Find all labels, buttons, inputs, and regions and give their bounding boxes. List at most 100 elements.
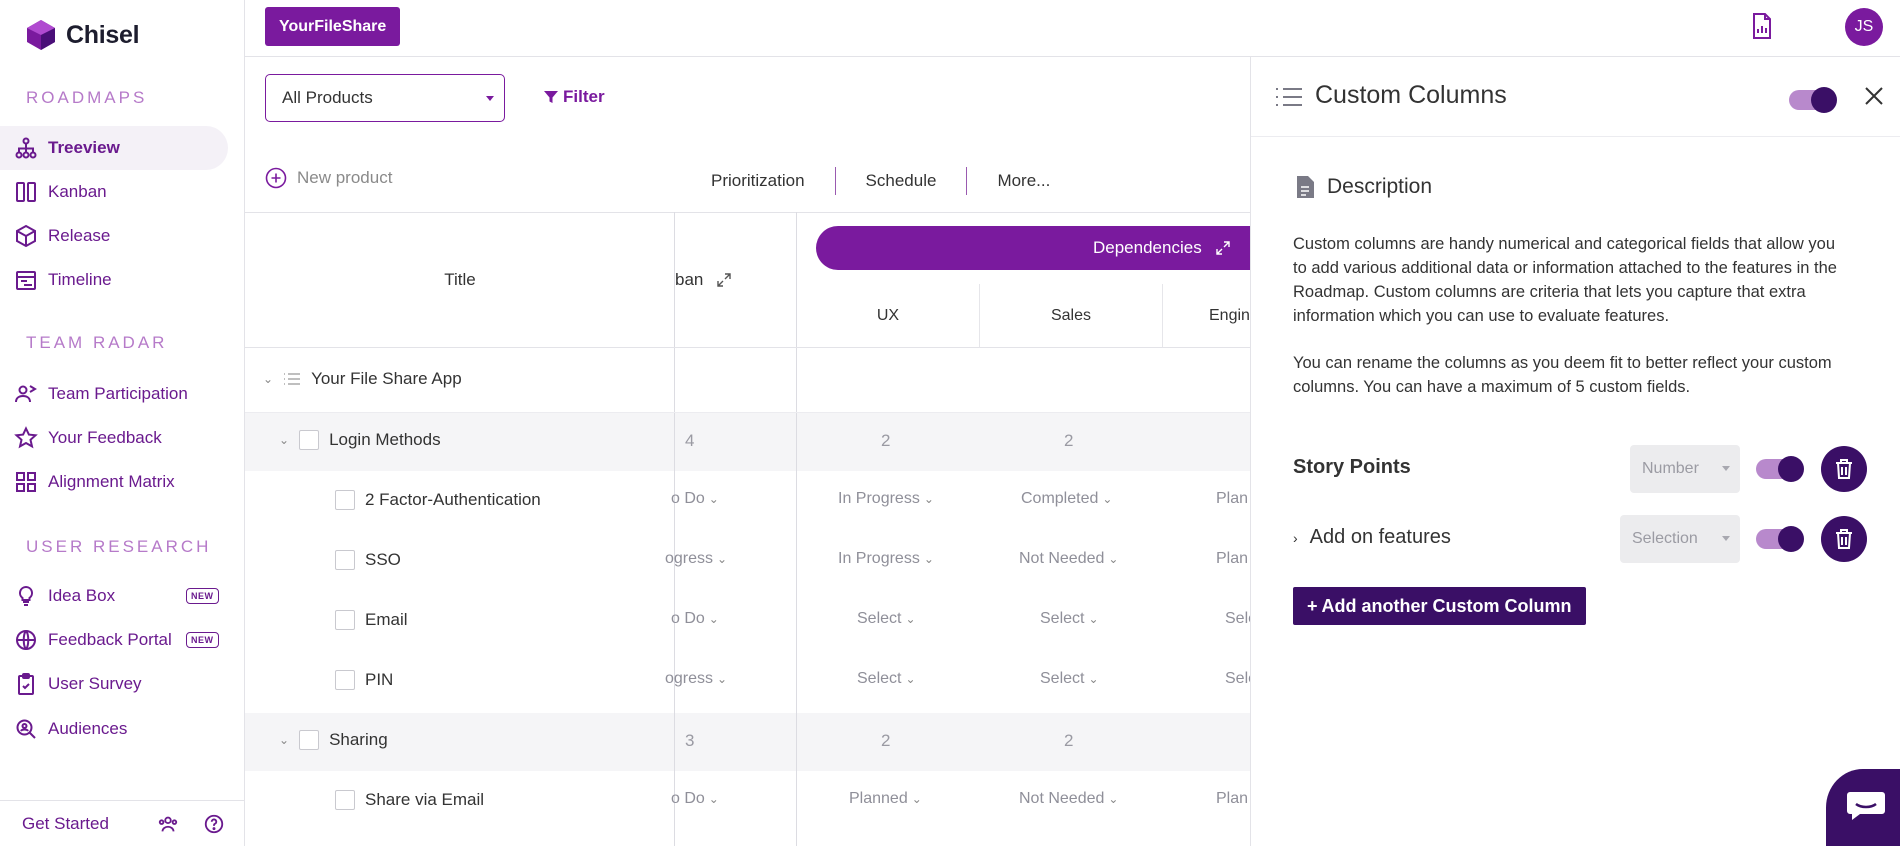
title-column: Title bbox=[245, 212, 675, 846]
sidebar-item-label: Your Feedback bbox=[48, 428, 162, 447]
row-checkbox[interactable] bbox=[335, 550, 355, 570]
chevron-down-icon: ⌄ bbox=[1108, 552, 1119, 566]
sales-status-select[interactable]: Select ⌄ bbox=[1040, 610, 1099, 628]
eng-status-select[interactable]: Plan bbox=[1216, 790, 1248, 808]
row-title[interactable]: Share via Email bbox=[335, 790, 484, 810]
sidebar-item-release[interactable]: Release bbox=[0, 214, 228, 258]
sidebar-item-treeview[interactable]: Treeview bbox=[0, 126, 228, 170]
sidebar-item-idea-box[interactable]: Idea Box NEW bbox=[0, 574, 228, 618]
get-started-link[interactable]: Get Started bbox=[22, 813, 109, 833]
chevron-down-icon[interactable]: ⌄ bbox=[279, 733, 290, 747]
row-checkbox[interactable] bbox=[335, 790, 355, 810]
tab-schedule[interactable]: Schedule bbox=[836, 167, 968, 195]
chevron-down-icon: ⌄ bbox=[1108, 792, 1119, 806]
row-checkbox[interactable] bbox=[299, 730, 320, 750]
status-value: Sele bbox=[1225, 610, 1250, 627]
field-type-value: Number bbox=[1642, 460, 1699, 477]
table-row: Share via Email o Do ⌄ Planned ⌄ Not Neede… bbox=[245, 771, 1250, 831]
tab-prioritization[interactable]: Prioritization bbox=[711, 167, 836, 195]
sidebar-item-alignment-matrix[interactable]: Alignment Matrix bbox=[0, 460, 228, 504]
app-logo[interactable]: Chisel bbox=[24, 18, 140, 52]
row-checkbox[interactable] bbox=[299, 430, 320, 450]
document-icon bbox=[1297, 176, 1314, 198]
row-title-text: Sharing bbox=[329, 730, 388, 749]
row-checkbox[interactable] bbox=[335, 490, 355, 510]
row-checkbox[interactable] bbox=[335, 610, 355, 630]
help-icon[interactable] bbox=[203, 813, 225, 835]
sidebar-item-your-feedback[interactable]: Your Feedback bbox=[0, 416, 228, 460]
new-product-button[interactable]: New product bbox=[265, 167, 392, 189]
row-title[interactable]: ⌄ Sharing bbox=[279, 730, 388, 750]
eng-status-select[interactable]: Sele bbox=[1225, 670, 1250, 688]
chevron-right-icon[interactable]: › bbox=[1293, 529, 1298, 546]
ux-status-select[interactable]: In Progress ⌄ bbox=[838, 490, 934, 508]
eng-status-select[interactable]: Plan bbox=[1216, 550, 1248, 568]
report-icon[interactable] bbox=[1750, 12, 1774, 40]
sidebar-item-team-participation[interactable]: Team Participation bbox=[0, 372, 228, 416]
delete-field-button[interactable] bbox=[1821, 516, 1867, 562]
sidebar-item-timeline[interactable]: Timeline bbox=[0, 258, 228, 302]
chevron-down-icon[interactable]: ⌄ bbox=[263, 372, 274, 386]
row-checkbox[interactable] bbox=[335, 670, 355, 690]
kanban-status-select[interactable]: ogress ⌄ bbox=[665, 550, 727, 568]
kanban-status-select[interactable]: ogress ⌄ bbox=[665, 670, 727, 688]
chisel-logo-icon bbox=[27, 20, 55, 50]
chevron-down-icon[interactable]: ⌄ bbox=[279, 433, 290, 447]
eng-status-select[interactable]: Sele bbox=[1225, 610, 1250, 628]
column-header-engineering[interactable]: Engin bbox=[1163, 284, 1250, 348]
row-title[interactable]: ⌄ Your File Share App bbox=[263, 369, 462, 389]
eng-status-select[interactable]: Plan bbox=[1216, 490, 1248, 508]
tab-more[interactable]: More... bbox=[997, 171, 1051, 190]
field-type-select[interactable]: Selection bbox=[1620, 515, 1740, 563]
field-name[interactable]: › Add on features bbox=[1293, 526, 1451, 549]
chevron-down-icon: ⌄ bbox=[923, 492, 934, 506]
row-title[interactable]: 2 Factor-Authentication bbox=[335, 490, 541, 510]
column-header-title[interactable]: Title bbox=[245, 212, 675, 348]
avatar[interactable]: JS bbox=[1845, 8, 1883, 46]
close-icon[interactable] bbox=[1863, 85, 1885, 107]
table-row: PIN ogress⌄ Select⌄ Select⌄ Sele bbox=[245, 651, 1250, 713]
row-title[interactable]: PIN bbox=[335, 670, 393, 690]
ux-status-select[interactable]: In Progress ⌄ bbox=[838, 550, 934, 568]
field-type-select[interactable]: Number bbox=[1630, 445, 1740, 493]
row-title[interactable]: Email bbox=[335, 610, 408, 630]
kanban-status-select[interactable]: o Do ⌄ bbox=[671, 490, 719, 508]
ux-status-select[interactable]: Planned ⌄ bbox=[849, 790, 922, 808]
dependencies-header[interactable]: Dependencies bbox=[816, 226, 1250, 270]
kanban-status-select[interactable]: o Do ⌄ bbox=[671, 790, 719, 808]
column-header-ux[interactable]: UX bbox=[797, 284, 980, 348]
add-custom-column-button[interactable]: + Add another Custom Column bbox=[1293, 587, 1586, 625]
filter-button[interactable]: Filter bbox=[543, 87, 605, 107]
row-title-text: Login Methods bbox=[329, 430, 441, 449]
grid-icon bbox=[16, 472, 36, 492]
sales-status-select[interactable]: Completed ⌄ bbox=[1021, 490, 1112, 508]
product-select[interactable]: All Products bbox=[265, 74, 505, 122]
sidebar-item-user-survey[interactable]: User Survey bbox=[0, 662, 228, 706]
row-title[interactable]: ⌄ Login Methods bbox=[279, 430, 441, 450]
workspace-button[interactable]: YourFileShare bbox=[265, 7, 401, 46]
ux-status-select[interactable]: Select ⌄ bbox=[857, 610, 916, 628]
row-title[interactable]: SSO bbox=[335, 550, 401, 570]
sidebar-item-feedback-portal[interactable]: Feedback Portal NEW bbox=[0, 618, 228, 662]
field-toggle[interactable] bbox=[1756, 456, 1804, 482]
sidebar-item-audiences[interactable]: Audiences bbox=[0, 707, 228, 751]
sales-status-select[interactable]: Select ⌄ bbox=[1040, 670, 1099, 688]
field-name[interactable]: Story Points bbox=[1293, 456, 1411, 478]
app-name: Chisel bbox=[66, 20, 140, 49]
ux-status-select[interactable]: Select ⌄ bbox=[857, 670, 916, 688]
expand-icon[interactable] bbox=[1216, 241, 1230, 255]
sales-status-select[interactable]: Not Needed ⌄ bbox=[1019, 550, 1118, 568]
status-value: Not Needed bbox=[1019, 790, 1105, 807]
sales-status-select[interactable]: Not Needed ⌄ bbox=[1019, 790, 1118, 808]
delete-field-button[interactable] bbox=[1821, 446, 1867, 492]
expand-icon[interactable] bbox=[717, 272, 732, 287]
column-header-sales[interactable]: Sales bbox=[980, 284, 1163, 348]
sidebar-item-kanban[interactable]: Kanban bbox=[0, 170, 228, 214]
chat-widget-button[interactable] bbox=[1826, 769, 1900, 846]
kanban-status-select[interactable]: o Do ⌄ bbox=[671, 610, 719, 628]
custom-columns-toggle[interactable] bbox=[1789, 87, 1837, 113]
field-toggle[interactable] bbox=[1756, 526, 1804, 552]
column-header-kanban[interactable]: ban bbox=[675, 212, 797, 348]
people-icon[interactable] bbox=[157, 813, 179, 835]
table-row: SSO ogress ⌄ In Progress ⌄ Not Needed ⌄ Pla… bbox=[245, 531, 1250, 591]
